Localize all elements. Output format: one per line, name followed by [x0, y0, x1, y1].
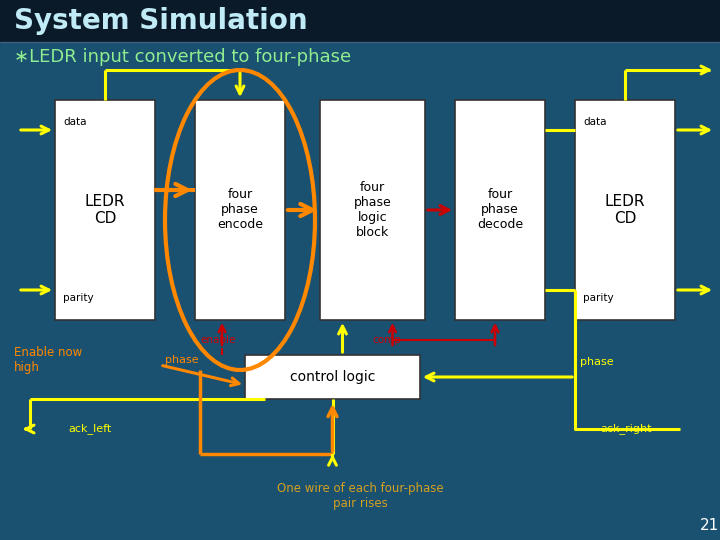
- Text: ack_right: ack_right: [600, 423, 652, 435]
- FancyBboxPatch shape: [320, 100, 425, 320]
- Text: LEDR
CD: LEDR CD: [85, 194, 125, 226]
- Text: parity: parity: [583, 293, 613, 303]
- FancyBboxPatch shape: [455, 100, 545, 320]
- FancyBboxPatch shape: [0, 0, 720, 42]
- Text: data: data: [583, 117, 606, 127]
- Text: parity: parity: [63, 293, 94, 303]
- Text: One wire of each four-phase
pair rises: One wire of each four-phase pair rises: [276, 482, 444, 510]
- Text: phase: phase: [580, 357, 613, 367]
- Text: ∗LEDR input converted to four-phase: ∗LEDR input converted to four-phase: [14, 48, 351, 66]
- Text: four
phase
logic
block: four phase logic block: [354, 181, 392, 239]
- Text: enable: enable: [200, 335, 235, 345]
- Text: comp: comp: [372, 335, 401, 345]
- Text: control logic: control logic: [290, 370, 375, 384]
- FancyBboxPatch shape: [245, 355, 420, 399]
- Text: System Simulation: System Simulation: [14, 7, 307, 35]
- Text: data: data: [63, 117, 86, 127]
- Text: four
phase
decode: four phase decode: [477, 188, 523, 232]
- FancyBboxPatch shape: [575, 100, 675, 320]
- Text: LEDR
CD: LEDR CD: [605, 194, 645, 226]
- Text: Enable now
high: Enable now high: [14, 346, 82, 374]
- FancyBboxPatch shape: [55, 100, 155, 320]
- Text: 21: 21: [700, 517, 719, 532]
- Text: phase: phase: [165, 355, 199, 365]
- Text: four
phase
encode: four phase encode: [217, 188, 263, 232]
- FancyBboxPatch shape: [195, 100, 285, 320]
- Text: ack_left: ack_left: [68, 423, 112, 435]
